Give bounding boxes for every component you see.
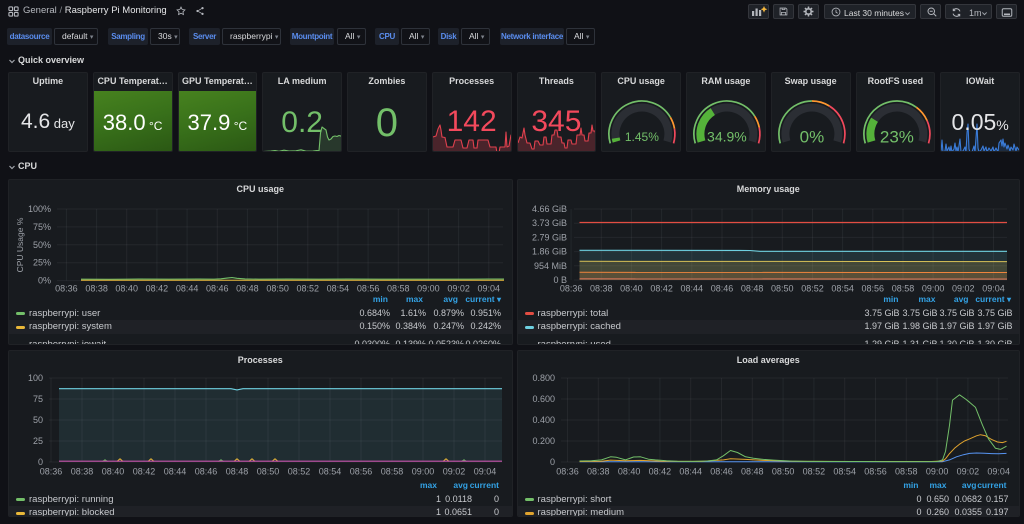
svg-text:09:02: 09:02: [952, 283, 975, 293]
svg-text:09:04: 09:04: [987, 467, 1010, 477]
svg-text:23%: 23%: [879, 128, 913, 147]
svg-text:08:40: 08:40: [617, 467, 640, 477]
svg-text:08:48: 08:48: [741, 467, 764, 477]
svg-text:50%: 50%: [33, 239, 51, 249]
svg-text:08:42: 08:42: [648, 467, 671, 477]
svg-text:1.45%: 1.45%: [625, 130, 659, 144]
svg-text:75: 75: [33, 394, 43, 404]
svg-text:08:38: 08:38: [85, 283, 108, 293]
svg-text:08:42: 08:42: [650, 283, 673, 293]
svg-text:09:00: 09:00: [417, 283, 440, 293]
svg-text:100: 100: [28, 373, 43, 383]
svg-text:25: 25: [33, 436, 43, 446]
svg-text:08:38: 08:38: [71, 467, 94, 477]
svg-text:08:44: 08:44: [679, 467, 702, 477]
svg-text:09:04: 09:04: [478, 283, 501, 293]
svg-text:0: 0: [38, 457, 43, 467]
svg-text:08:54: 08:54: [833, 467, 856, 477]
svg-text:08:54: 08:54: [831, 283, 854, 293]
svg-text:08:44: 08:44: [164, 467, 187, 477]
svg-text:25%: 25%: [33, 257, 51, 267]
svg-text:0.800: 0.800: [532, 373, 555, 383]
svg-text:0.200: 0.200: [532, 436, 555, 446]
svg-text:08:44: 08:44: [176, 283, 199, 293]
svg-text:08:58: 08:58: [891, 283, 914, 293]
svg-text:08:52: 08:52: [297, 283, 320, 293]
svg-text:08:46: 08:46: [195, 467, 218, 477]
svg-text:09:00: 09:00: [412, 467, 435, 477]
svg-text:08:52: 08:52: [288, 467, 311, 477]
svg-text:09:02: 09:02: [447, 283, 470, 293]
svg-text:08:40: 08:40: [115, 283, 138, 293]
svg-text:09:02: 09:02: [956, 467, 979, 477]
svg-text:09:00: 09:00: [925, 467, 948, 477]
svg-text:08:40: 08:40: [620, 283, 643, 293]
svg-text:08:42: 08:42: [133, 467, 156, 477]
svg-text:0%: 0%: [38, 275, 51, 285]
svg-text:0.400: 0.400: [532, 415, 555, 425]
svg-text:08:56: 08:56: [861, 283, 884, 293]
svg-text:09:04: 09:04: [982, 283, 1005, 293]
svg-text:0%: 0%: [799, 128, 824, 147]
svg-text:2.79 GiB: 2.79 GiB: [531, 232, 566, 242]
svg-text:75%: 75%: [33, 221, 51, 231]
svg-text:954 MiB: 954 MiB: [533, 260, 566, 270]
svg-text:08:50: 08:50: [257, 467, 280, 477]
svg-text:08:46: 08:46: [206, 283, 229, 293]
svg-text:100%: 100%: [28, 204, 51, 214]
svg-text:08:50: 08:50: [266, 283, 289, 293]
svg-text:08:56: 08:56: [357, 283, 380, 293]
svg-text:08:36: 08:36: [55, 283, 78, 293]
svg-text:08:54: 08:54: [319, 467, 342, 477]
svg-text:08:58: 08:58: [381, 467, 404, 477]
svg-text:08:56: 08:56: [350, 467, 373, 477]
svg-text:4.66 GiB: 4.66 GiB: [531, 204, 566, 214]
svg-text:CPU Usage %: CPU Usage %: [15, 217, 25, 272]
svg-text:09:04: 09:04: [474, 467, 497, 477]
svg-text:08:52: 08:52: [801, 283, 824, 293]
svg-text:08:48: 08:48: [740, 283, 763, 293]
svg-text:08:58: 08:58: [387, 283, 410, 293]
svg-text:0 B: 0 B: [553, 275, 567, 285]
svg-text:08:48: 08:48: [236, 283, 259, 293]
svg-text:34.9%: 34.9%: [707, 129, 747, 145]
svg-text:08:48: 08:48: [226, 467, 249, 477]
svg-text:08:38: 08:38: [590, 283, 613, 293]
svg-text:08:54: 08:54: [327, 283, 350, 293]
svg-text:08:44: 08:44: [680, 283, 703, 293]
svg-text:08:42: 08:42: [146, 283, 169, 293]
svg-text:08:40: 08:40: [102, 467, 125, 477]
svg-text:0.600: 0.600: [532, 394, 555, 404]
svg-text:08:52: 08:52: [802, 467, 825, 477]
svg-text:08:36: 08:36: [40, 467, 63, 477]
svg-text:08:36: 08:36: [559, 283, 582, 293]
svg-text:1.86 GiB: 1.86 GiB: [531, 246, 566, 256]
svg-text:09:02: 09:02: [443, 467, 466, 477]
svg-text:08:46: 08:46: [710, 283, 733, 293]
svg-text:50: 50: [33, 415, 43, 425]
svg-text:09:00: 09:00: [921, 283, 944, 293]
svg-text:08:56: 08:56: [864, 467, 887, 477]
svg-text:08:46: 08:46: [710, 467, 733, 477]
svg-text:08:50: 08:50: [771, 467, 794, 477]
svg-text:08:36: 08:36: [556, 467, 579, 477]
svg-text:3.73 GiB: 3.73 GiB: [531, 218, 566, 228]
svg-text:08:38: 08:38: [587, 467, 610, 477]
svg-text:08:58: 08:58: [895, 467, 918, 477]
svg-text:08:50: 08:50: [771, 283, 794, 293]
svg-text:0: 0: [549, 457, 554, 467]
